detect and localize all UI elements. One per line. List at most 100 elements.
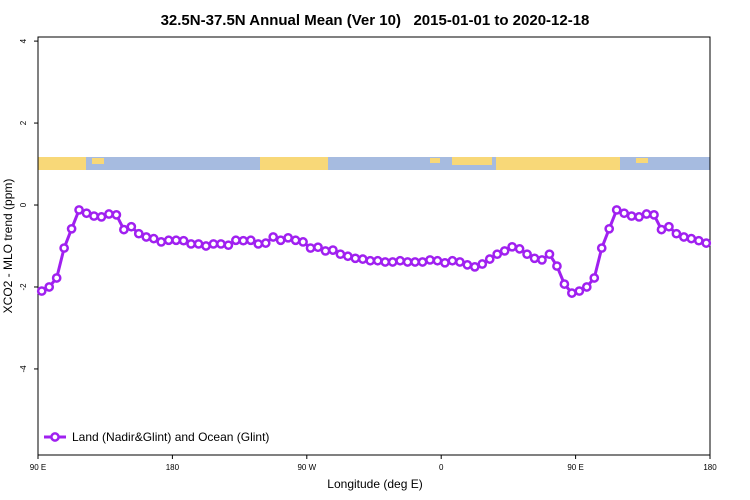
data-point xyxy=(275,235,286,246)
data-point xyxy=(671,228,682,239)
data-point xyxy=(552,261,562,271)
data-point xyxy=(529,253,540,264)
data-point xyxy=(133,228,144,239)
data-point xyxy=(484,254,495,264)
data-point xyxy=(111,210,122,220)
data-point xyxy=(148,233,159,244)
data-point xyxy=(328,245,338,255)
data-point xyxy=(589,273,600,283)
data-point xyxy=(559,279,570,289)
y-tick-label: -4 xyxy=(19,365,28,373)
data-point xyxy=(619,208,629,219)
data-point xyxy=(343,251,353,262)
data-point xyxy=(223,240,234,251)
y-axis-label: XCO2 - MLO trend (ppm) xyxy=(1,179,15,314)
data-point xyxy=(402,257,413,267)
data-point xyxy=(387,257,398,267)
data-point xyxy=(544,249,555,260)
y-tick-label: 2 xyxy=(19,120,28,125)
data-point xyxy=(290,235,301,246)
data-point xyxy=(163,235,174,246)
data-point xyxy=(365,255,376,266)
data-point xyxy=(477,259,488,269)
data-point xyxy=(701,238,712,248)
data-point xyxy=(522,249,532,260)
data-point xyxy=(186,239,196,249)
data-point xyxy=(268,232,279,242)
chart-title: 32.5N-37.5N Annual Mean (Ver 10) 2015-01… xyxy=(161,12,590,29)
data-point xyxy=(74,205,84,215)
data-point xyxy=(611,205,622,215)
data-point xyxy=(245,235,256,246)
data-point xyxy=(581,282,592,292)
data-point xyxy=(59,243,69,253)
data-point xyxy=(66,223,77,234)
data-point xyxy=(238,235,249,246)
data-point xyxy=(410,257,420,267)
data-point xyxy=(664,221,674,232)
data-point xyxy=(641,209,652,219)
data-point xyxy=(89,211,99,221)
data-point xyxy=(208,239,219,249)
x-tick-label: 180 xyxy=(703,463,717,472)
y-tick-label: -2 xyxy=(19,283,28,291)
data-point xyxy=(686,233,697,244)
data-point xyxy=(499,246,510,256)
data-point xyxy=(141,232,152,242)
data-point xyxy=(649,210,659,220)
data-point xyxy=(51,273,62,283)
data-point xyxy=(44,282,55,292)
data-point xyxy=(96,212,107,222)
data-point xyxy=(440,257,450,268)
data-point xyxy=(193,239,204,249)
data-point xyxy=(298,237,308,247)
data-point xyxy=(231,235,241,246)
series-line xyxy=(41,207,707,295)
data-point xyxy=(335,249,346,260)
legend-label: Land (Nadir&Glint) and Ocean (Glint) xyxy=(72,430,269,444)
data-point xyxy=(462,260,473,270)
data-point xyxy=(425,255,435,265)
data-point xyxy=(395,255,405,266)
data-point xyxy=(171,235,181,246)
data-point xyxy=(634,212,644,222)
data-point xyxy=(567,288,577,298)
x-tick-label: 90 E xyxy=(567,463,583,472)
data-point xyxy=(156,237,167,247)
data-point xyxy=(126,221,137,232)
data-point xyxy=(574,286,585,296)
data-point xyxy=(305,243,316,253)
data-point xyxy=(626,211,637,221)
y-tick-label: 4 xyxy=(19,38,28,43)
data-point xyxy=(216,239,226,249)
legend-marker xyxy=(50,432,60,442)
data-point xyxy=(514,244,525,254)
data-point xyxy=(357,254,368,264)
data-point xyxy=(104,209,114,219)
plot-frame xyxy=(37,36,711,456)
land-ocean-strip xyxy=(38,157,710,170)
data-point xyxy=(178,235,189,246)
data-point xyxy=(596,243,607,253)
data-point xyxy=(537,255,547,265)
data-point xyxy=(469,262,480,272)
y-tick-label: 0 xyxy=(19,202,28,207)
data-point xyxy=(81,208,92,219)
data-point xyxy=(372,255,383,266)
data-point xyxy=(350,253,361,264)
x-tick-label: 180 xyxy=(166,463,180,472)
data-point xyxy=(36,286,47,296)
data-point xyxy=(679,232,689,242)
data-point xyxy=(507,241,517,252)
data-point xyxy=(119,224,129,235)
data-point xyxy=(283,232,293,243)
data-point xyxy=(604,223,615,234)
data-point xyxy=(447,255,458,266)
data-point xyxy=(656,224,667,235)
x-tick-label: 90 E xyxy=(30,463,46,472)
data-point xyxy=(313,242,323,253)
data-point xyxy=(455,257,465,267)
data-point xyxy=(253,239,264,249)
x-tick-label: 0 xyxy=(439,463,444,472)
